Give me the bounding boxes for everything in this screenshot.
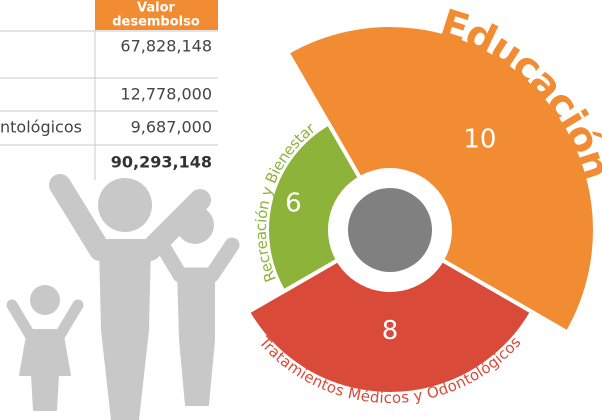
table-header: desembolso	[112, 15, 200, 30]
family-icon	[12, 178, 232, 420]
value-label: 10	[463, 125, 496, 155]
table-cell: ntológicos	[0, 118, 82, 137]
table-cell: 67,828,148	[120, 37, 212, 56]
infographic: Valor desembolso 67,828,148 12,778,000 n…	[0, 0, 602, 420]
table-total: 90,293,148	[111, 153, 212, 172]
polar-chart: Educación10Tratamientos Médicos y Odonto…	[248, 1, 602, 407]
table-cell: 12,778,000	[120, 85, 212, 104]
value-label: 6	[285, 189, 302, 219]
center-dot	[348, 188, 432, 272]
table: Valor desembolso 67,828,148 12,778,000 n…	[0, 0, 218, 180]
table-header: Valor	[137, 1, 176, 16]
table-cell: 9,687,000	[131, 118, 212, 137]
value-label: 8	[382, 316, 399, 346]
